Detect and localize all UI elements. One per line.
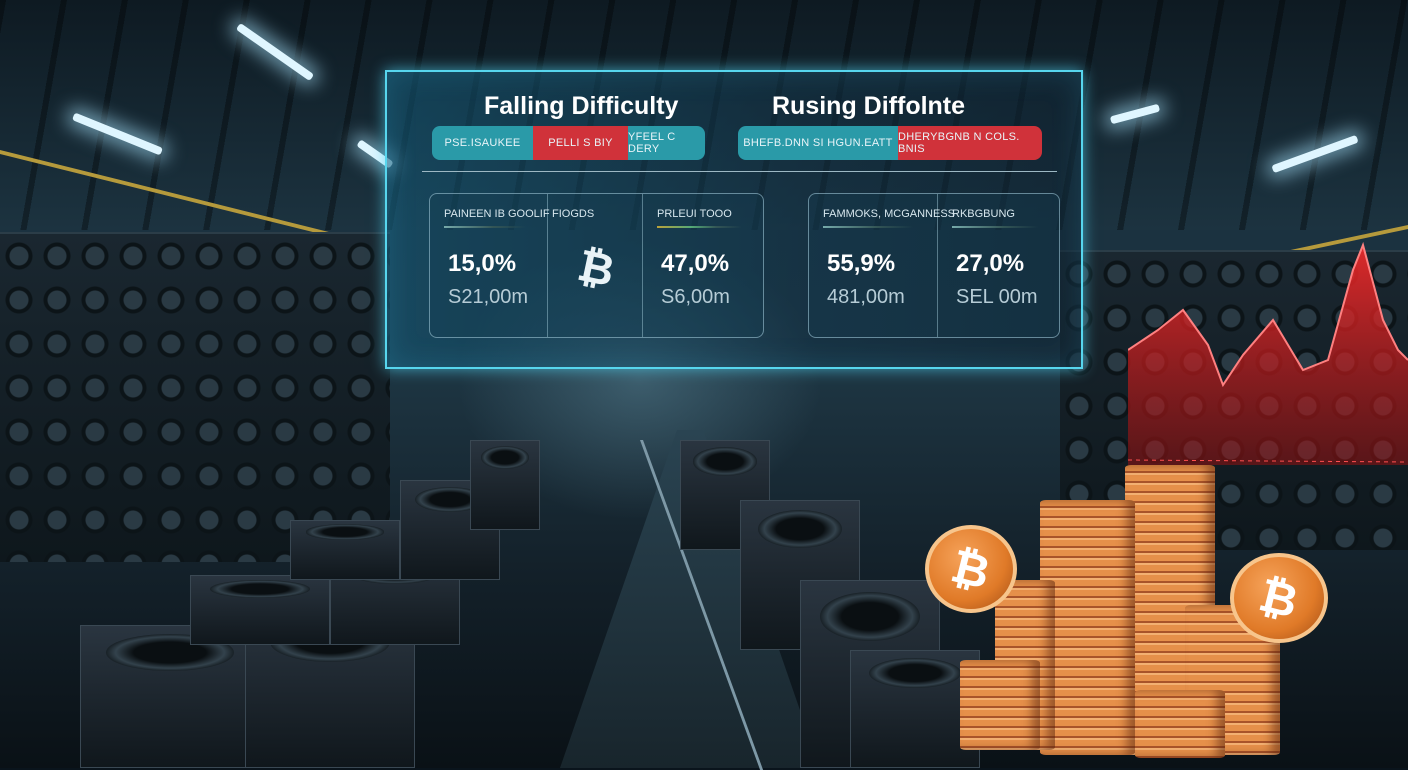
red-area-chart: [1128, 241, 1408, 465]
tag[interactable]: PELLI S BIY: [533, 126, 628, 160]
stat-amount: S21,00m: [448, 286, 529, 308]
miner-unit: [470, 440, 540, 530]
stat-percent: 47,0%: [661, 250, 730, 277]
stat-column: FIOGDS ₿: [548, 194, 643, 337]
right-stats-card: FAMMOKS, MCGANNESS 55,9% 481,00m RKBGBUN…: [808, 193, 1060, 338]
coin-stack: [1040, 500, 1135, 755]
stat-amount: 481,00m: [827, 286, 905, 308]
left-stats-card: PAINEEN IB GOOLIF 15,0% S21,00m FIOGDS ₿…: [429, 193, 764, 338]
stat-label: FAMMOKS, MCGANNESS: [823, 208, 956, 220]
miner-unit: [850, 650, 980, 768]
chart-area: [1128, 245, 1408, 465]
chart-baseline: [1128, 459, 1408, 463]
stat-label: RKBGBUNG: [952, 208, 1015, 220]
coin-stack: [1135, 690, 1225, 758]
miner-unit: [190, 575, 330, 645]
coin-stack: [960, 660, 1040, 750]
divider: [422, 171, 1057, 172]
miner-unit: [80, 625, 260, 768]
stat-label: FIOGDS: [552, 208, 595, 220]
stat-label: PAINEEN IB GOOLIF: [444, 208, 550, 220]
stat-column: PAINEEN IB GOOLIF 15,0% S21,00m: [430, 194, 550, 337]
bitcoin-coin-icon: ₿: [925, 525, 1017, 613]
miner-unit: [290, 520, 400, 580]
right-tag-bar: BHEFB.DNN SI HGUN.EATT DHERYBGNB N COLS.…: [738, 126, 1042, 160]
hud-panel: Falling Difficulty Rusing Diffolnte PSE.…: [385, 70, 1083, 369]
stat-amount: S6,00m: [661, 286, 730, 308]
stat-percent: 55,9%: [827, 250, 896, 277]
stat-label: PRLEUI TOOO: [657, 208, 732, 220]
miner-wall-left: [0, 232, 390, 562]
tag[interactable]: BHEFB.DNN SI HGUN.EATT: [738, 126, 898, 160]
stat-percent: 27,0%: [956, 250, 1025, 277]
left-title: Falling Difficulty: [484, 92, 679, 120]
stat-amount: SEL 00m: [956, 286, 1038, 308]
chart-line: [1128, 241, 1408, 388]
stat-percent: 15,0%: [448, 250, 517, 277]
bitcoin-icon: ₿: [573, 240, 619, 297]
stat-column: PRLEUI TOOO 47,0% S6,00m: [643, 194, 765, 337]
right-title: Rusing Diffolnte: [772, 92, 966, 120]
left-tag-bar: PSE.ISAUKEE PELLI S BIY YFEEL C DERY: [432, 126, 705, 160]
miner-unit: [400, 480, 500, 580]
tag[interactable]: PSE.ISAUKEE: [432, 126, 533, 160]
tag[interactable]: YFEEL C DERY: [628, 126, 705, 160]
stat-column: FAMMOKS, MCGANNESS 55,9% 481,00m: [809, 194, 955, 337]
tag[interactable]: DHERYBGNB N COLS. BNIS: [898, 126, 1042, 160]
stat-column: RKBGBUNG 27,0% SEL 00m: [938, 194, 1061, 337]
bitcoin-coin-icon: ₿: [1230, 553, 1328, 643]
